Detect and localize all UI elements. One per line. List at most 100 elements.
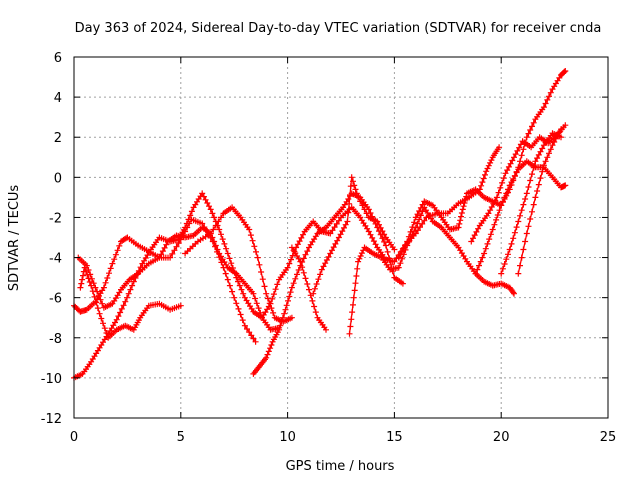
data-point-marker xyxy=(315,276,322,283)
data-point-marker xyxy=(93,299,100,306)
series-arc4 xyxy=(77,264,184,341)
data-point-marker xyxy=(558,134,564,141)
series-arc13 xyxy=(498,130,564,277)
data-point-marker xyxy=(156,254,163,261)
data-point-marker xyxy=(551,139,558,145)
data-point-marker xyxy=(257,309,264,316)
data-point-marker xyxy=(540,104,547,111)
data-point-marker xyxy=(490,200,497,207)
data-point-marker xyxy=(282,306,289,313)
data-point-marker xyxy=(527,177,534,184)
data-point-marker xyxy=(207,206,214,213)
data-point-marker xyxy=(544,96,551,103)
data-point-marker xyxy=(404,238,411,245)
data-point-marker xyxy=(286,293,293,300)
data-point-marker xyxy=(511,229,518,236)
data-point-marker xyxy=(267,345,274,352)
data-point-marker xyxy=(310,290,317,297)
data-point-marker xyxy=(348,316,355,323)
data-point-marker xyxy=(83,268,89,275)
data-point-marker xyxy=(530,119,537,126)
data-point-marker xyxy=(334,237,341,244)
data-point-marker xyxy=(414,220,421,227)
data-point-marker xyxy=(185,216,192,223)
data-point-marker xyxy=(127,286,134,293)
data-point-marker xyxy=(516,144,523,151)
data-point-marker xyxy=(311,303,318,310)
data-point-marker xyxy=(113,316,120,323)
series-trace xyxy=(500,132,562,274)
data-point-marker xyxy=(474,266,481,273)
data-point-marker xyxy=(529,171,535,178)
data-point-marker xyxy=(505,251,511,258)
data-point-marker xyxy=(495,189,502,196)
data-point-marker xyxy=(199,190,206,197)
data-point-marker xyxy=(492,197,499,204)
data-point-marker xyxy=(218,231,224,238)
data-point-marker xyxy=(285,297,291,304)
data-point-marker xyxy=(306,286,312,293)
data-point-marker xyxy=(91,293,98,300)
data-point-marker xyxy=(500,175,507,182)
data-point-marker xyxy=(209,234,216,241)
data-point-marker xyxy=(124,294,130,301)
data-point-marker xyxy=(211,214,218,221)
data-point-marker xyxy=(456,220,463,227)
data-point-marker xyxy=(96,310,103,317)
data-point-marker xyxy=(491,221,498,228)
data-point-marker xyxy=(294,271,300,278)
data-point-marker xyxy=(518,152,525,159)
data-point-marker xyxy=(173,243,180,250)
data-point-marker xyxy=(349,309,356,316)
data-point-marker xyxy=(353,190,360,197)
series-trace xyxy=(184,206,293,323)
data-point-marker xyxy=(235,305,242,312)
data-point-marker xyxy=(211,238,218,245)
y-axis-title: SDTVAR / TECUs xyxy=(7,185,22,292)
data-point-marker xyxy=(527,216,534,222)
data-point-marker xyxy=(515,270,522,277)
data-point-marker xyxy=(323,326,329,333)
data-point-marker xyxy=(252,338,259,345)
data-point-marker xyxy=(530,164,537,171)
series-arc1 xyxy=(71,216,259,345)
data-point-marker xyxy=(212,242,219,249)
data-point-marker xyxy=(231,294,238,301)
data-point-marker xyxy=(322,260,329,267)
data-point-marker xyxy=(229,288,236,295)
data-point-marker xyxy=(473,228,480,235)
data-point-marker xyxy=(279,314,286,321)
data-point-marker xyxy=(459,206,466,213)
data-point-marker xyxy=(358,250,365,257)
data-point-marker xyxy=(215,218,222,225)
data-point-marker xyxy=(522,196,529,202)
data-point-marker xyxy=(351,287,358,294)
data-point-marker xyxy=(120,302,127,309)
data-point-marker xyxy=(537,175,544,182)
data-point-marker xyxy=(457,217,464,224)
data-point-marker xyxy=(502,170,509,177)
data-point-marker xyxy=(187,212,194,219)
data-point-marker xyxy=(209,210,216,217)
data-point-marker xyxy=(510,289,517,296)
data-point-marker xyxy=(288,314,295,321)
x-tick-label: 0 xyxy=(70,430,78,445)
data-point-marker xyxy=(77,284,84,291)
data-point-marker xyxy=(493,194,500,201)
data-point-marker xyxy=(235,278,241,285)
data-point-marker xyxy=(130,278,137,285)
data-point-marker xyxy=(411,228,418,235)
data-point-marker xyxy=(115,313,122,320)
data-point-marker xyxy=(562,122,569,129)
data-point-marker xyxy=(344,218,351,225)
data-point-marker xyxy=(529,123,535,130)
data-point-marker xyxy=(355,194,362,201)
data-point-marker xyxy=(298,234,305,241)
data-point-marker xyxy=(377,224,384,231)
data-point-marker xyxy=(302,251,309,258)
data-point-marker xyxy=(346,200,353,207)
data-point-marker xyxy=(261,283,268,290)
x-tick-label: 5 xyxy=(177,430,185,445)
data-point-marker xyxy=(397,260,404,267)
y-tick-label: 0 xyxy=(54,171,62,186)
